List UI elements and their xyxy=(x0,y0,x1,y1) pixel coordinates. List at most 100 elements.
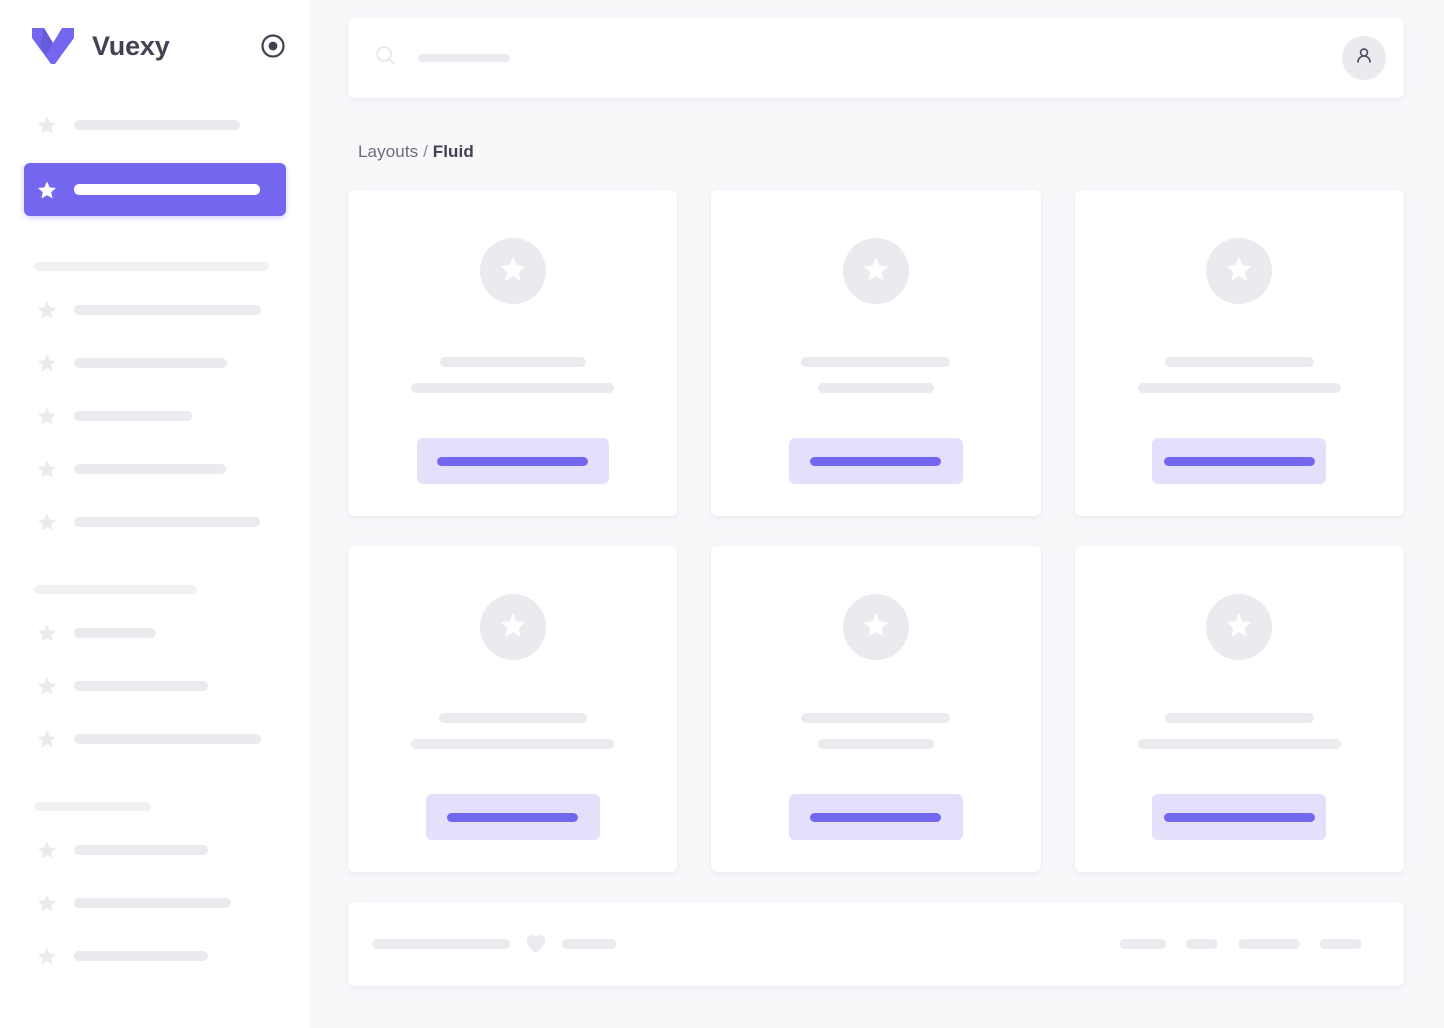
sidebar-item-label-bar xyxy=(74,411,192,421)
star-icon xyxy=(36,892,58,914)
card-title-bar xyxy=(439,357,586,367)
vuexy-logo-icon xyxy=(30,26,76,66)
card-avatar xyxy=(842,594,909,660)
sidebar-item-label-bar xyxy=(74,898,231,908)
star-icon xyxy=(36,675,58,697)
sidebar-item-label-bar xyxy=(74,517,260,527)
sidebar-item[interactable] xyxy=(24,401,286,431)
star-icon xyxy=(36,945,58,967)
card-action-button[interactable] xyxy=(788,794,963,840)
sidebar-nav xyxy=(0,92,310,971)
sidebar: Vuexy xyxy=(0,0,310,1028)
card-action-button-label-bar xyxy=(437,456,589,466)
star-icon xyxy=(36,114,58,136)
star-icon xyxy=(861,254,891,289)
main-content: Layouts / Fluid xyxy=(310,0,1444,1028)
card-avatar xyxy=(479,594,546,660)
star-icon xyxy=(36,179,58,201)
card-title-bar xyxy=(1164,357,1314,367)
sidebar-item-active[interactable] xyxy=(24,163,286,216)
sidebar-item-label-bar xyxy=(74,358,227,368)
footer-link-bar[interactable] xyxy=(1120,939,1166,949)
footer-link-bar[interactable] xyxy=(1186,939,1218,949)
sidebar-group-divider xyxy=(34,262,269,271)
search-input[interactable] xyxy=(374,44,1342,72)
card-title-bar xyxy=(801,357,951,367)
footer-right-group xyxy=(1120,939,1362,949)
card-subtitle-bar xyxy=(411,739,615,749)
sidebar-item[interactable] xyxy=(24,348,286,378)
card-subtitle-bar xyxy=(817,383,934,393)
sidebar-item[interactable] xyxy=(24,888,286,918)
card-subtitle-bar xyxy=(817,739,934,749)
card-title-bar xyxy=(438,713,587,723)
heart-icon xyxy=(524,932,548,956)
card-title-bar xyxy=(1164,713,1314,723)
card-subtitle-bar xyxy=(411,383,615,393)
card-action-button-label-bar xyxy=(1163,456,1315,466)
footer-left-group xyxy=(372,932,616,956)
sidebar-item-label-bar xyxy=(74,464,226,474)
sidebar-item[interactable] xyxy=(24,724,286,754)
content-card xyxy=(348,546,678,872)
sidebar-item[interactable] xyxy=(24,295,286,325)
footer-link-bar[interactable] xyxy=(1320,939,1362,949)
footer-credit-bar xyxy=(562,939,616,949)
content-card xyxy=(1074,190,1404,516)
star-icon xyxy=(36,839,58,861)
sidebar-item[interactable] xyxy=(24,941,286,971)
sidebar-item[interactable] xyxy=(24,671,286,701)
sidebar-item-label-bar xyxy=(74,305,261,315)
search-placeholder-bar xyxy=(418,54,510,62)
star-icon xyxy=(36,458,58,480)
content-card xyxy=(1074,546,1404,872)
circle-dot-icon[interactable] xyxy=(260,33,286,59)
sidebar-item[interactable] xyxy=(24,835,286,865)
card-subtitle-bar xyxy=(1137,739,1341,749)
sidebar-item-label-bar xyxy=(74,951,208,961)
star-icon xyxy=(36,299,58,321)
card-subtitle-bar xyxy=(1137,383,1341,393)
breadcrumb: Layouts / Fluid xyxy=(358,142,1404,162)
star-icon xyxy=(498,610,528,645)
search-icon xyxy=(374,44,397,72)
card-avatar xyxy=(1206,594,1273,660)
sidebar-item-label-bar xyxy=(74,184,260,195)
brand-header: Vuexy xyxy=(0,0,310,92)
card-grid xyxy=(348,190,1404,872)
card-action-button[interactable] xyxy=(1152,794,1327,840)
star-icon xyxy=(36,352,58,374)
breadcrumb-current: Fluid xyxy=(432,142,474,161)
sidebar-item[interactable] xyxy=(24,110,286,140)
sidebar-item[interactable] xyxy=(24,618,286,648)
sidebar-item[interactable] xyxy=(24,454,286,484)
card-action-button[interactable] xyxy=(416,438,609,484)
content-card xyxy=(348,190,678,516)
sidebar-item-label-bar xyxy=(74,120,240,130)
card-avatar xyxy=(1206,238,1273,304)
card-action-button[interactable] xyxy=(1152,438,1327,484)
card-action-button[interactable] xyxy=(788,438,963,484)
footer-text-bar xyxy=(372,939,510,949)
star-icon xyxy=(1224,254,1254,289)
avatar[interactable] xyxy=(1342,36,1386,80)
star-icon xyxy=(861,610,891,645)
card-action-button-label-bar xyxy=(447,812,579,822)
sidebar-item-label-bar xyxy=(74,845,208,855)
card-title-bar xyxy=(801,713,951,723)
sidebar-item-label-bar xyxy=(74,628,156,638)
breadcrumb-separator: / xyxy=(423,142,428,161)
sidebar-spacer xyxy=(0,92,310,110)
sidebar-item-label-bar xyxy=(74,734,261,744)
sidebar-item[interactable] xyxy=(24,507,286,537)
star-icon xyxy=(36,511,58,533)
footer-link-bar[interactable] xyxy=(1238,939,1300,949)
breadcrumb-parent[interactable]: Layouts xyxy=(358,142,419,161)
top-navbar xyxy=(348,18,1404,98)
card-avatar xyxy=(479,238,546,304)
content-card xyxy=(711,190,1041,516)
card-action-button[interactable] xyxy=(425,794,600,840)
footer-bar xyxy=(348,902,1404,986)
card-action-button-label-bar xyxy=(810,456,942,466)
